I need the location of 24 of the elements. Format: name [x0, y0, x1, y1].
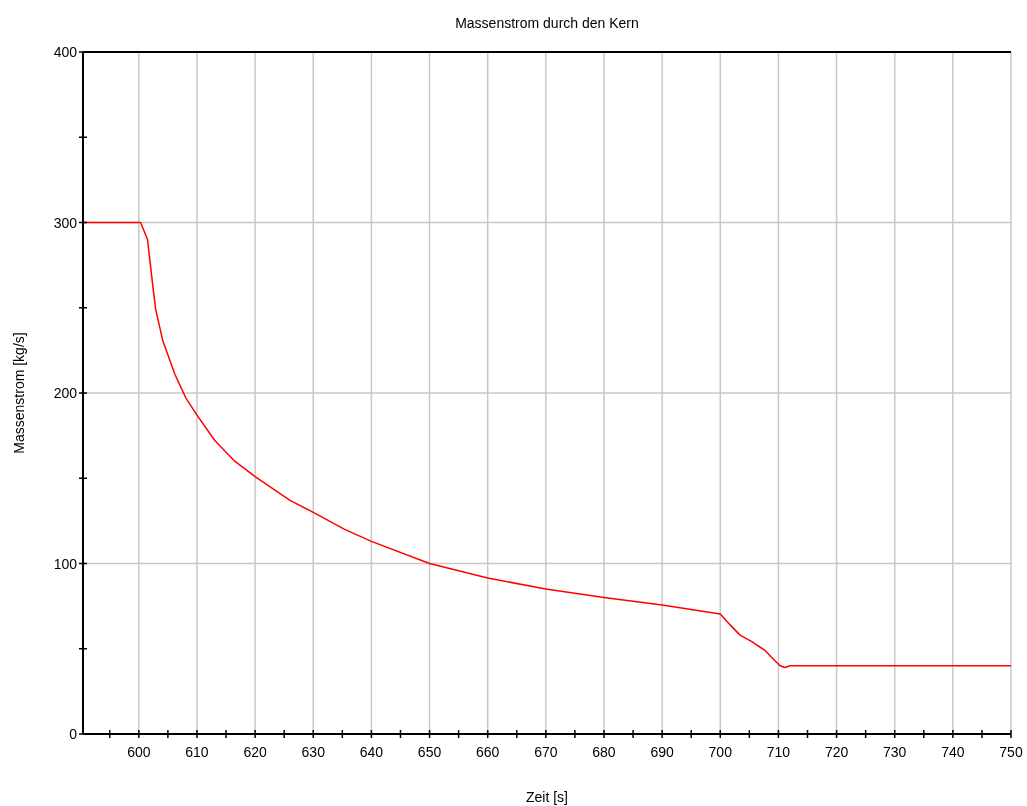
x-tick-label: 700: [708, 744, 733, 760]
x-tick-label: 630: [301, 744, 326, 760]
x-tick-label: 690: [650, 744, 675, 760]
x-tick-label: 610: [185, 744, 209, 760]
y-tick-label: 0: [69, 726, 78, 742]
x-tick-label: 620: [243, 744, 267, 760]
x-tick-label: 600: [127, 744, 151, 760]
x-tick-label: 750: [999, 744, 1023, 760]
x-axis-title: Zeit [s]: [525, 789, 569, 805]
y-tick-label: 200: [53, 385, 78, 401]
y-axis-title: Massenstrom [kg/s]: [11, 332, 27, 454]
y-tick-label: 100: [53, 555, 78, 572]
y-tick-label: 300: [53, 214, 78, 231]
x-tick-label: 640: [359, 744, 384, 760]
x-tick-label: 710: [766, 744, 791, 760]
x-tick-label: 680: [592, 744, 616, 760]
x-tick-label: 730: [883, 744, 907, 760]
x-tick-label: 670: [534, 744, 558, 760]
x-tick-label: 740: [941, 744, 965, 760]
x-tick-label: 720: [824, 744, 849, 760]
y-tick-label: 400: [53, 44, 78, 60]
x-tick-label: 660: [476, 744, 500, 760]
x-tick-label: 650: [417, 744, 442, 760]
chart-title: Massenstrom durch den Kern: [455, 15, 639, 31]
